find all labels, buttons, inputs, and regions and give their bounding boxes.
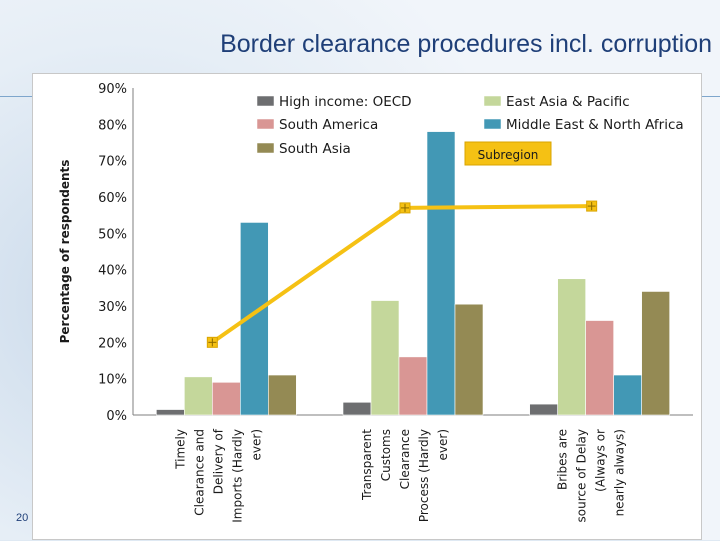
bar <box>585 320 614 416</box>
y-tick-label: 10% <box>98 373 127 388</box>
bar <box>613 374 642 416</box>
bar-chart: 0% 10% 20% 30% 40% 50% 60% 70% 80% 90% Percentage … <box>58 82 693 523</box>
legend-label: East Asia & Pacific <box>506 94 630 110</box>
bar <box>370 300 400 416</box>
bar <box>156 409 185 416</box>
legend-swatch <box>483 118 502 130</box>
bar <box>184 376 213 416</box>
y-tick-label: 40% <box>98 264 127 279</box>
bar <box>268 374 297 416</box>
legend-swatch <box>483 95 502 107</box>
y-tick-label: 30% <box>98 300 127 315</box>
y-tick-label: 90% <box>98 82 127 97</box>
legend-label: Middle East & North Africa <box>506 117 684 133</box>
legend-label: South America <box>279 117 378 133</box>
slide-title: Border clearance procedures incl. corrup… <box>220 30 712 58</box>
page-number: 20 <box>16 512 29 524</box>
y-axis-title: Percentage of respondents <box>58 160 72 344</box>
x-category-label: Timely Clearance and Delivery of Imports (H… <box>173 428 263 522</box>
legend-swatch <box>256 95 275 107</box>
bar <box>212 381 241 416</box>
legend-swatch <box>256 118 275 130</box>
y-tick-label: 80% <box>98 118 127 133</box>
x-category-label: Transparent Customs Clearance Process (Hard… <box>360 429 450 522</box>
bar <box>398 356 428 416</box>
subregion-line <box>211 204 592 344</box>
legend-label: High income: OECD <box>279 94 412 110</box>
callout-text: Subregion <box>478 148 539 162</box>
bar <box>454 303 484 416</box>
y-tick-label: 50% <box>98 227 127 242</box>
callout-box <box>464 141 552 166</box>
bar <box>529 403 558 416</box>
y-tick-label: 0% <box>106 409 127 424</box>
y-tick-label: 20% <box>98 336 127 351</box>
chart-area: 0% 10% 20% 30% 40% 50% 60% 70% 80% 90% Percentage … <box>32 73 702 540</box>
bar <box>342 401 372 416</box>
y-tick-label: 70% <box>98 155 127 170</box>
bar <box>557 278 586 416</box>
x-category-label: Bribes are source of Delay (Always or nearl… <box>556 429 627 523</box>
y-tick-label: 60% <box>98 191 127 206</box>
bar <box>641 291 670 416</box>
legend-swatch <box>256 142 275 154</box>
bar <box>426 131 456 416</box>
legend-label: South Asia <box>279 141 351 157</box>
